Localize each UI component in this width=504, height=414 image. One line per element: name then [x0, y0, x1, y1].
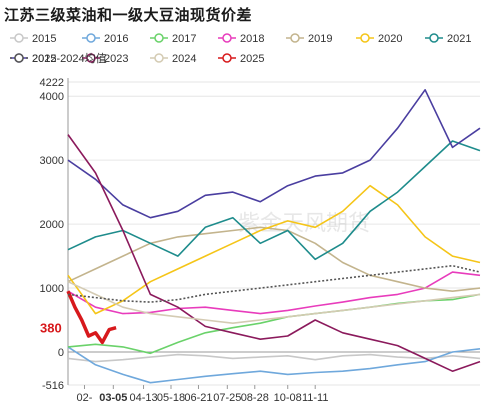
legend-item[interactable]: 2017	[150, 33, 196, 45]
latest-value-label: 380	[40, 321, 62, 336]
y-tick-label: 0	[58, 347, 64, 359]
legend-label: 2015-2024均值	[32, 52, 107, 65]
legend-item[interactable]: 2016	[82, 33, 128, 45]
legend-label: 2020	[378, 33, 402, 45]
x-tick-label: 02-	[77, 392, 93, 404]
legend-item[interactable]: 2018	[218, 33, 264, 45]
legend-swatch-marker	[222, 33, 232, 43]
x-tick-label: 05-18	[157, 392, 185, 404]
legend-item[interactable]: 2020	[356, 33, 402, 45]
legend-label: 2015	[32, 33, 56, 45]
series-line	[67, 346, 481, 384]
legend-label: 2017	[172, 33, 196, 45]
y-tick-label: -516	[42, 380, 64, 392]
legend-label: 2019	[308, 33, 332, 45]
x-tick-label: 03-05	[99, 392, 127, 404]
legend-item[interactable]: 2021	[425, 33, 471, 45]
series-line	[67, 271, 481, 315]
legend-swatch-marker	[290, 33, 300, 43]
annotations: 380	[40, 321, 62, 336]
legend-label: 2022	[32, 53, 56, 65]
series-line	[66, 290, 117, 345]
series-line	[67, 353, 481, 363]
legend-item[interactable]: 2015	[10, 33, 56, 45]
y-tick-label: 1000	[40, 283, 64, 295]
legend-item[interactable]: 2024	[150, 53, 196, 65]
legend-swatch-marker	[222, 53, 232, 63]
legend-label: 2016	[104, 33, 128, 45]
legend-swatch-marker	[429, 33, 439, 43]
x-tick-label: 11-11	[302, 392, 329, 404]
x-tick-label: 10-08	[274, 392, 302, 404]
series-line	[67, 134, 481, 373]
y-tick-label: 4222	[40, 77, 64, 89]
chart-title: 江苏三级菜油和一级大豆油现货价差	[4, 7, 253, 24]
y-tick-label: 2000	[40, 219, 64, 231]
series-layer	[66, 89, 481, 384]
series-line	[67, 264, 481, 303]
legend-swatch-marker	[86, 53, 96, 63]
legend-swatch-marker	[154, 33, 164, 43]
legend: 2015 2016 2017 2018 2019 2020 2021 2022 2023 2024…	[10, 33, 471, 65]
legend-swatch-marker	[86, 33, 96, 43]
legend-label: 2021	[447, 33, 471, 45]
legend-label: 2018	[240, 33, 264, 45]
series-line	[67, 140, 481, 261]
series-line	[67, 293, 481, 355]
series-line	[67, 184, 481, 315]
x-tick-label: 08-28	[241, 392, 269, 404]
legend-swatch-marker	[14, 53, 24, 63]
legend-swatch-marker	[14, 33, 24, 43]
axes: 4222 4000 3000 2000 1000 0 -516 02- 03-05 04-13 05…	[40, 77, 480, 404]
legend-label: 2023	[104, 53, 128, 65]
series-line	[67, 226, 481, 293]
legend-swatch-marker	[154, 53, 164, 63]
series-line	[67, 89, 481, 219]
y-tick-label: 4000	[40, 91, 64, 103]
legend-label: 2024	[172, 53, 196, 65]
y-tick-label: 3000	[40, 155, 64, 167]
legend-item[interactable]: 2025	[218, 53, 264, 65]
x-tick-label: 04-13	[129, 392, 157, 404]
legend-item[interactable]: 2019	[286, 33, 332, 45]
legend-label: 2025	[240, 53, 264, 65]
series-line	[67, 280, 481, 325]
x-tick-label: 07-25	[213, 392, 241, 404]
legend-item[interactable]: 2023	[82, 53, 128, 65]
legend-swatch-marker	[360, 33, 370, 43]
x-tick-label: 06-21	[184, 392, 212, 404]
legend-item[interactable]: 2015-2024均值	[10, 52, 107, 65]
